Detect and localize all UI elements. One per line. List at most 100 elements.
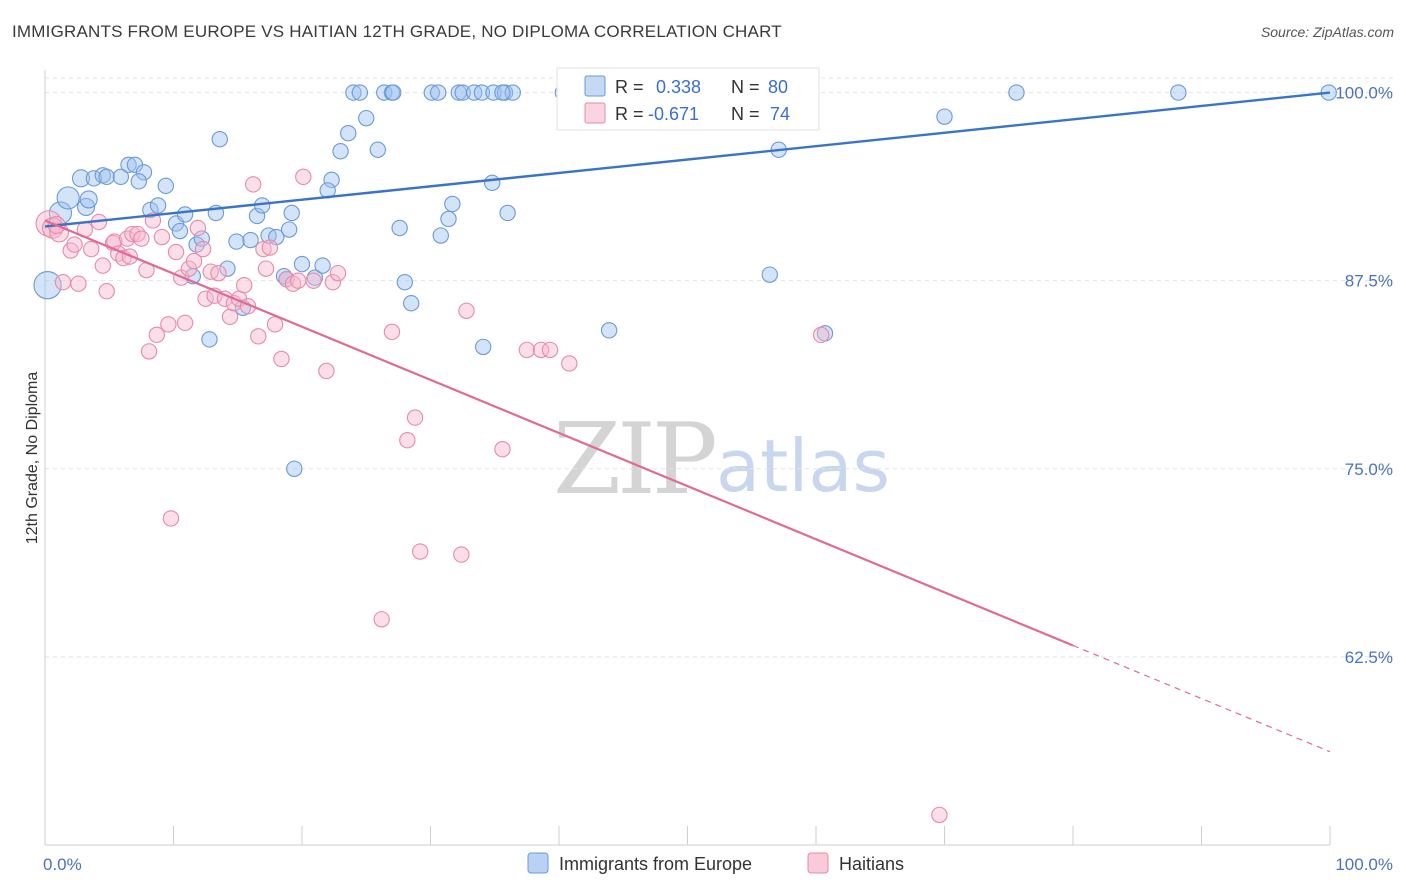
legend-r-label-haitians: R =: [615, 104, 644, 124]
point-haitians: [329, 264, 347, 282]
point-haitians: [94, 257, 112, 274]
point-europe: [444, 195, 461, 213]
point-haitians: [98, 283, 115, 300]
point-europe: [77, 197, 96, 216]
point-europe: [120, 156, 137, 174]
point-europe: [211, 131, 228, 148]
point-haitians: [153, 228, 171, 246]
point-haitians: [162, 510, 180, 527]
point-haitians: [561, 355, 578, 372]
point-europe: [248, 207, 266, 225]
legend-swatch-europe: [584, 75, 606, 97]
point-haitians: [210, 264, 227, 282]
point-europe: [293, 255, 311, 273]
x-tick-labels: 0.0% 100.0%: [43, 855, 1393, 874]
watermark: ZIP atlas: [553, 403, 890, 517]
legend-r-label-europe: R =: [615, 77, 644, 97]
point-europe: [242, 231, 259, 249]
point-europe: [79, 190, 98, 209]
point-europe: [157, 177, 174, 195]
point-haitians: [399, 431, 416, 449]
point-haitians: [289, 272, 307, 289]
trend-line-haitians-extension: [1072, 644, 1331, 753]
point-europe: [1008, 84, 1025, 101]
point-haitians: [494, 441, 511, 458]
watermark-atlas: atlas: [716, 424, 890, 508]
point-europe: [340, 125, 357, 142]
series-haitians: [35, 168, 948, 824]
legend-series-label-haitians: Haitians: [839, 854, 904, 874]
point-haitians: [412, 543, 429, 560]
trend-line-europe: [44, 91, 1331, 228]
legend-series-label-europe: Immigrants from Europe: [559, 854, 752, 874]
point-europe: [432, 227, 449, 244]
point-haitians: [176, 314, 194, 332]
point-haitians: [221, 308, 239, 325]
point-haitians: [406, 409, 424, 426]
y-tick-label: 75.0%: [1345, 460, 1393, 479]
point-haitians: [305, 272, 322, 289]
point-haitians: [273, 350, 290, 368]
point-europe: [369, 141, 387, 158]
point-haitians: [148, 326, 165, 344]
point-europe: [423, 84, 440, 101]
point-haitians: [160, 316, 177, 333]
point-europe: [176, 206, 194, 223]
y-tick-label: 62.5%: [1345, 648, 1393, 667]
point-haitians: [66, 236, 83, 253]
legend-series: Immigrants from Europe Haitians: [527, 852, 904, 874]
x-tick-label: 0.0%: [43, 855, 82, 874]
point-haitians: [812, 326, 830, 344]
gridlines: [45, 77, 1393, 658]
point-haitians: [133, 230, 150, 247]
point-haitians: [124, 225, 141, 243]
point-haitians: [244, 176, 262, 193]
point-haitians: [518, 341, 536, 359]
point-haitians: [532, 341, 550, 359]
point-europe: [201, 331, 218, 348]
point-europe: [1170, 84, 1187, 101]
legend-n-value-europe: 80: [768, 77, 788, 97]
point-europe: [473, 84, 491, 101]
point-europe: [112, 168, 130, 186]
point-haitians: [235, 276, 253, 294]
x-tick-label: 100.0%: [1335, 855, 1393, 874]
legend-r-value-europe: 0.338: [656, 77, 701, 97]
point-europe: [56, 186, 80, 210]
point-europe: [142, 201, 159, 219]
point-haitians: [261, 239, 279, 256]
point-europe: [228, 233, 245, 250]
point-europe: [600, 322, 618, 339]
point-europe: [391, 219, 408, 237]
point-europe: [396, 273, 413, 291]
y-tick-labels: 100.0% 87.5% 75.0% 62.5%: [1335, 84, 1393, 667]
point-europe: [323, 171, 340, 189]
point-europe: [494, 84, 511, 101]
point-haitians: [453, 546, 470, 563]
point-europe: [385, 84, 402, 101]
point-europe: [483, 174, 501, 192]
point-europe: [71, 169, 91, 188]
point-europe: [130, 173, 148, 190]
source-label: Source: ZipAtlas.com: [1260, 24, 1394, 40]
point-haitians: [167, 243, 185, 261]
point-europe: [135, 164, 153, 181]
point-europe: [454, 84, 471, 101]
legend-series-swatch-europe: [527, 852, 549, 874]
point-haitians: [458, 302, 475, 319]
legend-n-label-europe: N =: [731, 77, 760, 97]
point-europe: [403, 295, 420, 312]
trend-lines: [44, 91, 1331, 753]
point-haitians: [189, 219, 207, 237]
point-europe: [280, 221, 298, 238]
point-europe: [33, 271, 62, 300]
point-europe: [283, 204, 300, 222]
point-europe: [351, 84, 369, 101]
x-ticks: [44, 826, 1331, 845]
point-haitians: [140, 343, 158, 360]
point-haitians: [250, 328, 267, 345]
y-tick-label: 87.5%: [1345, 272, 1393, 291]
point-haitians: [54, 273, 72, 291]
point-haitians: [70, 275, 87, 292]
